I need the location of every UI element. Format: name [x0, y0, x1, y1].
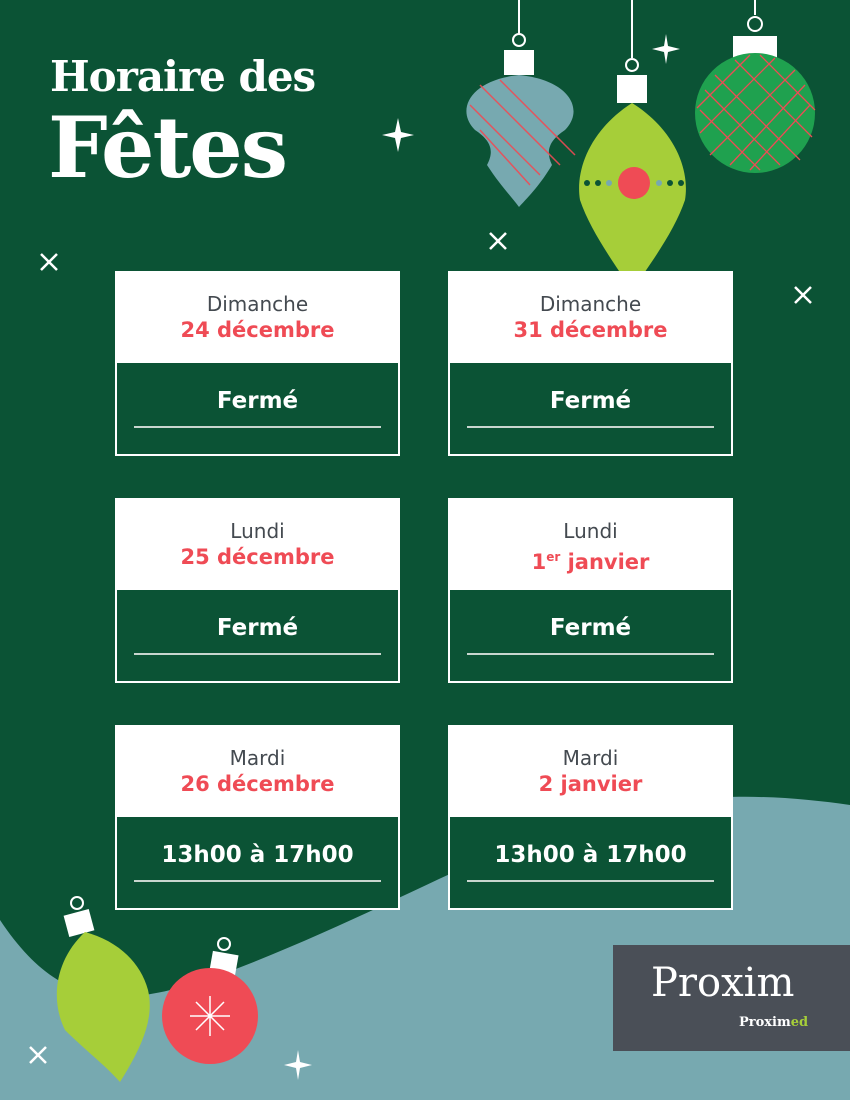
day-label: Mardi: [562, 746, 619, 770]
divider: [467, 653, 714, 655]
cross-star-icons: [29, 232, 812, 1064]
day-label: Lundi: [230, 519, 285, 543]
date-label: 31 décembre: [513, 318, 668, 342]
hours-label: Fermé: [549, 388, 632, 414]
ornament-teal-striped: [466, 0, 576, 207]
divider: [134, 426, 381, 428]
day-label: Lundi: [563, 519, 618, 543]
title-line-1: Horaire des: [50, 52, 316, 101]
ornament-lime-red: [579, 0, 686, 290]
brand-name: Proxim: [651, 960, 795, 1006]
schedule-card: Lundi 1er janvier Fermé: [448, 498, 733, 683]
hours-label: Fermé: [216, 615, 299, 641]
hours-label: 13h00 à 17h00: [494, 842, 687, 868]
divider: [134, 880, 381, 882]
day-label: Dimanche: [206, 292, 309, 316]
ornament-lime-bottom: [56, 896, 150, 1082]
ornament-green-plaid: [695, 0, 816, 173]
sub-brand: Proximed: [739, 1015, 809, 1030]
page-title: Fêtes: [48, 98, 288, 197]
date-label: 25 décembre: [180, 545, 335, 569]
hours-label: Fermé: [549, 615, 632, 641]
divider: [467, 880, 714, 882]
day-label: Dimanche: [539, 292, 642, 316]
divider: [134, 653, 381, 655]
date-label: 24 décembre: [180, 318, 335, 342]
hours-label: Fermé: [216, 388, 299, 414]
sparkle-icons: [284, 34, 680, 1080]
divider: [467, 426, 714, 428]
date-label: 26 décembre: [180, 772, 335, 796]
schedule-card: Mardi 2 janvier 13h00 à 17h00: [448, 725, 733, 910]
day-label: Mardi: [229, 746, 286, 770]
proxim-logo: Proxim Proximed: [613, 945, 850, 1051]
ornament-red-bottom: [162, 937, 258, 1064]
schedule-card: Mardi 26 décembre 13h00 à 17h00: [115, 725, 400, 910]
hours-label: 13h00 à 17h00: [161, 842, 354, 868]
schedule-card: Lundi 25 décembre Fermé: [115, 498, 400, 683]
schedule-card: Dimanche 24 décembre Fermé: [115, 271, 400, 456]
date-label: 1er janvier: [531, 550, 650, 574]
date-label: 2 janvier: [538, 772, 643, 796]
schedule-card: Dimanche 31 décembre Fermé: [448, 271, 733, 456]
